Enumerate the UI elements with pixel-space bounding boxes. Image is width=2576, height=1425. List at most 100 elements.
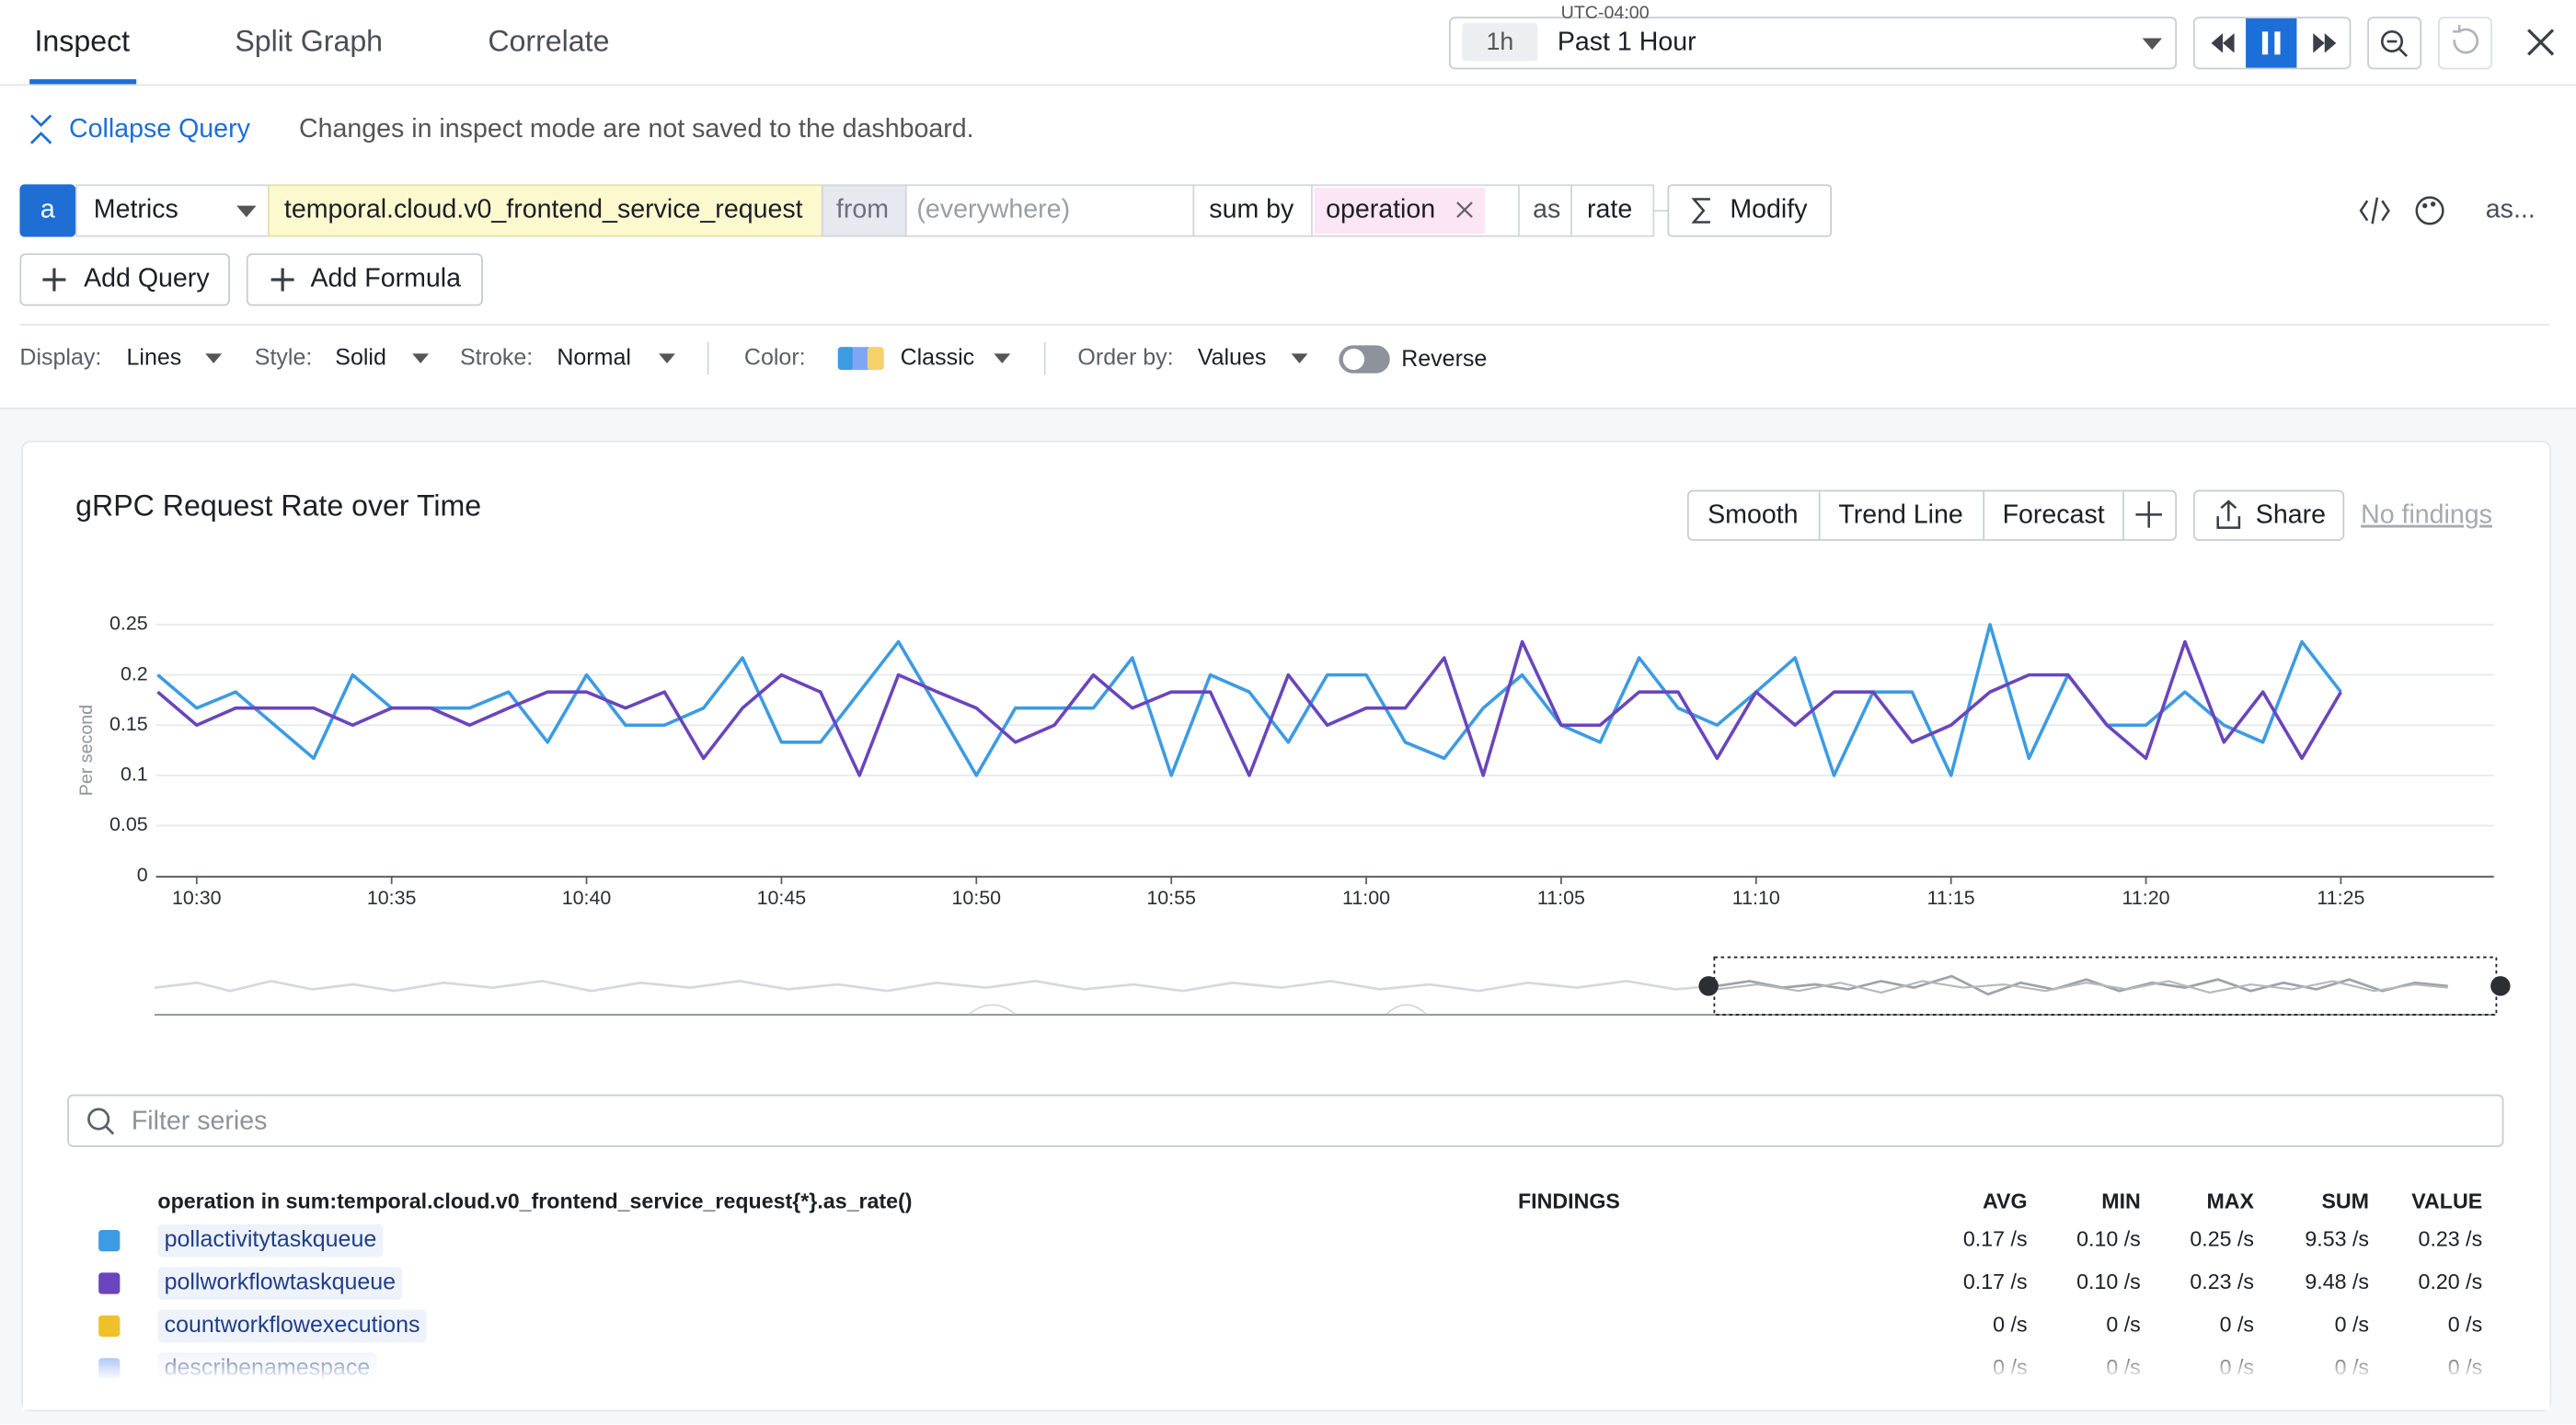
series-stat: 0.23 /s [2419,1227,2483,1251]
reset-button[interactable] [2438,17,2492,70]
function-box[interactable] [1570,184,1655,237]
legend-swatch [98,1272,121,1294]
code-icon[interactable] [2359,197,2390,224]
pause-button[interactable] [2246,18,2297,68]
add-formula[interactable]: Add Formula [311,264,462,293]
add-formula-button[interactable] [246,253,483,306]
series-stat: 0.10 /s [2076,1270,2141,1293]
zoom-out-button[interactable] [2367,17,2422,70]
collapse-query[interactable]: Collapse Query [69,114,251,144]
y-tick-label: 0.05 [109,813,148,835]
y-axis-label: Per second [76,705,97,796]
series-chip [157,1224,384,1258]
tab[interactable]: Split Graph [235,24,383,57]
display-value[interactable]: Values [1198,344,1267,370]
series-stat: 9.53 /s [2305,1227,2369,1251]
display-label: Color: [744,344,806,370]
zoom-icon [2398,48,2409,58]
add-query-button[interactable] [19,253,230,306]
plus-icon[interactable] [2135,501,2162,528]
collapse-icon[interactable] [29,114,52,144]
add-query[interactable]: Add Query [84,264,210,293]
share[interactable]: Share [2256,500,2326,530]
rewind-icon[interactable] [2211,33,2235,53]
y-tick-label: 0.2 [121,662,148,684]
column-header: AVG [1983,1189,2028,1213]
column-header: VALUE [2411,1189,2482,1213]
remove-icon[interactable] [1456,201,1473,218]
series-chip [157,1309,427,1343]
tab[interactable]: Inspect [35,24,131,57]
widget-card [21,440,2552,1412]
display-value[interactable]: Classic [901,344,975,370]
minimap-handle[interactable] [1698,976,1719,996]
pause-icon [2274,31,2281,55]
active-tab-underline [29,79,137,85]
palette-icon[interactable] [2415,196,2444,225]
x-tick-label: 11:25 [2317,887,2364,909]
filter-placeholder: Filter series [132,1107,268,1136]
chart-title: gRPC Request Rate over Time [75,489,481,523]
forward-icon[interactable] [2313,33,2337,53]
filter-input[interactable] [67,1094,2504,1147]
share-icon [2216,500,2241,529]
display-value[interactable]: Normal [557,344,631,370]
function: rate [1587,195,1632,224]
minimap-line [1716,974,2448,996]
reverse-label: Reverse [1401,346,1487,372]
as-box [1518,184,1572,237]
table-fade [23,1344,2550,1381]
modify[interactable]: Modify [1730,195,1808,224]
legend-swatch [98,1315,121,1338]
alias[interactable]: as... [2486,195,2536,224]
series-table: operation in sum:temporal.cloud.v0_front… [98,1189,2482,1385]
sum-by-label: sum by [1209,195,1294,224]
minimap-line [969,1004,1427,1015]
series-chip [157,1267,403,1300]
series-name[interactable]: countworkflowexecutions [165,1312,420,1338]
dropdown-arrow [412,353,430,364]
display-value[interactable]: Lines [127,344,182,370]
series-name[interactable]: pollworkflowtaskqueue [165,1270,397,1295]
x-tick-label: 10:30 [172,887,222,909]
y-tick-label: 0.1 [121,764,148,786]
legend-swatch [98,1230,121,1252]
time-picker[interactable] [1449,17,2178,70]
column-header: SUM [2321,1189,2369,1213]
source-select[interactable] [75,184,270,237]
column-header: MAX [2206,1189,2254,1213]
x-tick-label: 11:05 [1537,887,1585,909]
toggle-knob [1342,348,1365,371]
x-tick-label: 11:20 [2122,887,2170,909]
timezone: UTC-04:00 [1561,3,1650,23]
series-stat: 0.17 /s [1963,1227,2028,1251]
minimap-handle[interactable] [2490,976,2511,996]
chart-tool[interactable]: Smooth [1708,500,1798,530]
series-stat: 0 /s [1993,1313,2027,1337]
search-icon [105,1125,115,1135]
series-stat: 9.48 /s [2305,1270,2369,1293]
y-tick-label: 0 [137,864,148,886]
close-icon[interactable] [2527,29,2555,56]
modify-button[interactable] [1667,184,1833,237]
query-letter: a [40,195,55,224]
dropdown-arrow [236,205,257,218]
sigma-icon [1691,198,1710,224]
display-value[interactable]: Solid [335,344,386,370]
display-label: Stroke: [460,344,533,370]
display-label: Display: [19,344,101,370]
series-stat: 0.20 /s [2419,1270,2483,1293]
dropdown-arrow [205,353,223,364]
palette-icon [2422,202,2428,209]
group-chip [1314,187,1486,234]
chart-tool[interactable]: Forecast [2003,500,2105,530]
tab[interactable]: Correlate [488,24,609,57]
chart-tool[interactable]: Trend Line [1838,500,1963,530]
table-fade [23,1380,2550,1410]
chart-tool-group [1686,489,2178,541]
series-name[interactable]: pollactivitytaskqueue [165,1226,377,1252]
column-header: operation in sum:temporal.cloud.v0_front… [157,1189,912,1213]
series-stat: 0 /s [2448,1313,2482,1337]
x-tick-label: 10:40 [562,887,612,909]
x-tick-label: 10:45 [757,887,807,909]
